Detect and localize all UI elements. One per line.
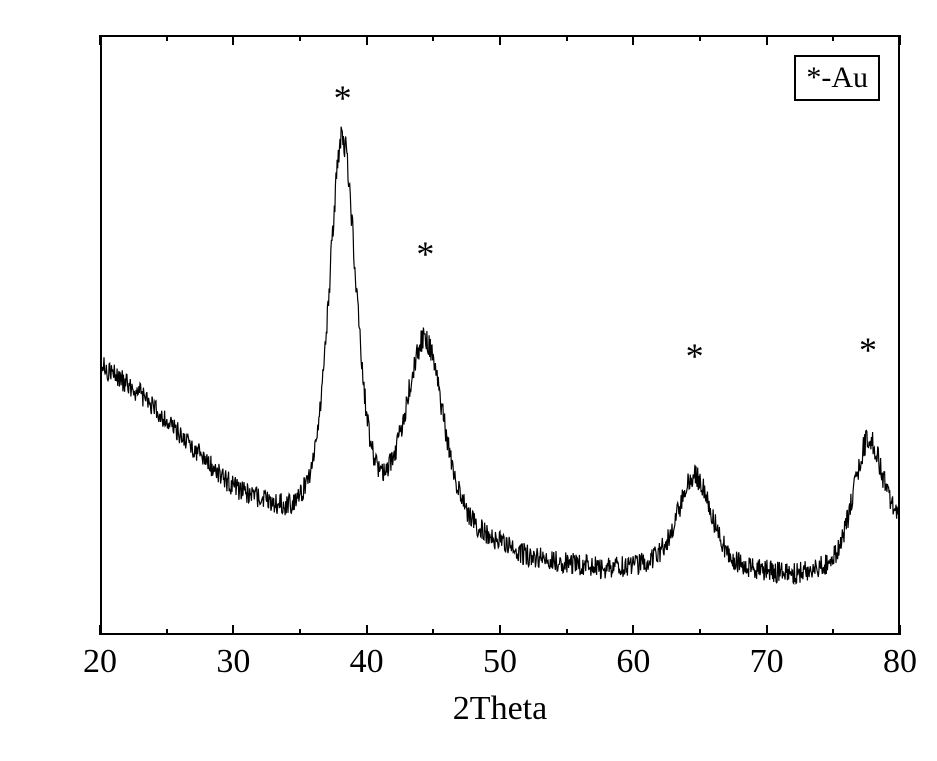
peak-marker: * xyxy=(859,329,877,371)
xrd-trace xyxy=(0,0,937,761)
x-tick-mark xyxy=(99,625,101,635)
x-tick-label: 40 xyxy=(350,643,384,681)
x-tick-mark xyxy=(632,35,634,45)
xrd-line xyxy=(100,127,900,584)
x-tick-mark xyxy=(632,625,634,635)
peak-marker: * xyxy=(686,335,704,377)
x-tick-mark xyxy=(366,625,368,635)
x-tick-label: 60 xyxy=(616,643,650,681)
legend: *-Au xyxy=(794,55,880,101)
x-tick-mark xyxy=(232,35,234,45)
x-tick-mark xyxy=(232,625,234,635)
x-minor-tick-mark xyxy=(432,629,434,635)
x-tick-mark xyxy=(99,35,101,45)
x-minor-tick-mark xyxy=(299,35,301,41)
x-minor-tick-mark xyxy=(432,35,434,41)
x-minor-tick-mark xyxy=(166,35,168,41)
xrd-chart: *-Au 2Theta 20 30 40 50 60 70 80 * * * * xyxy=(0,0,937,761)
x-minor-tick-mark xyxy=(299,629,301,635)
x-tick-mark xyxy=(766,35,768,45)
x-tick-mark xyxy=(366,35,368,45)
x-tick-label: 20 xyxy=(83,643,117,681)
x-minor-tick-mark xyxy=(832,35,834,41)
x-minor-tick-mark xyxy=(566,629,568,635)
x-tick-label: 30 xyxy=(216,643,250,681)
x-minor-tick-mark xyxy=(699,629,701,635)
peak-marker: * xyxy=(334,77,352,119)
x-minor-tick-mark xyxy=(566,35,568,41)
peak-marker: * xyxy=(416,233,434,275)
x-minor-tick-mark xyxy=(699,35,701,41)
x-tick-label: 80 xyxy=(883,643,917,681)
x-tick-mark xyxy=(499,35,501,45)
x-tick-mark xyxy=(499,625,501,635)
x-minor-tick-mark xyxy=(832,629,834,635)
x-tick-mark xyxy=(766,625,768,635)
x-minor-tick-mark xyxy=(166,629,168,635)
x-tick-mark xyxy=(899,35,901,45)
x-axis-label: 2Theta xyxy=(440,690,560,728)
x-tick-label: 50 xyxy=(483,643,517,681)
x-tick-mark xyxy=(899,625,901,635)
x-tick-label: 70 xyxy=(750,643,784,681)
legend-text: *-Au xyxy=(806,61,868,94)
